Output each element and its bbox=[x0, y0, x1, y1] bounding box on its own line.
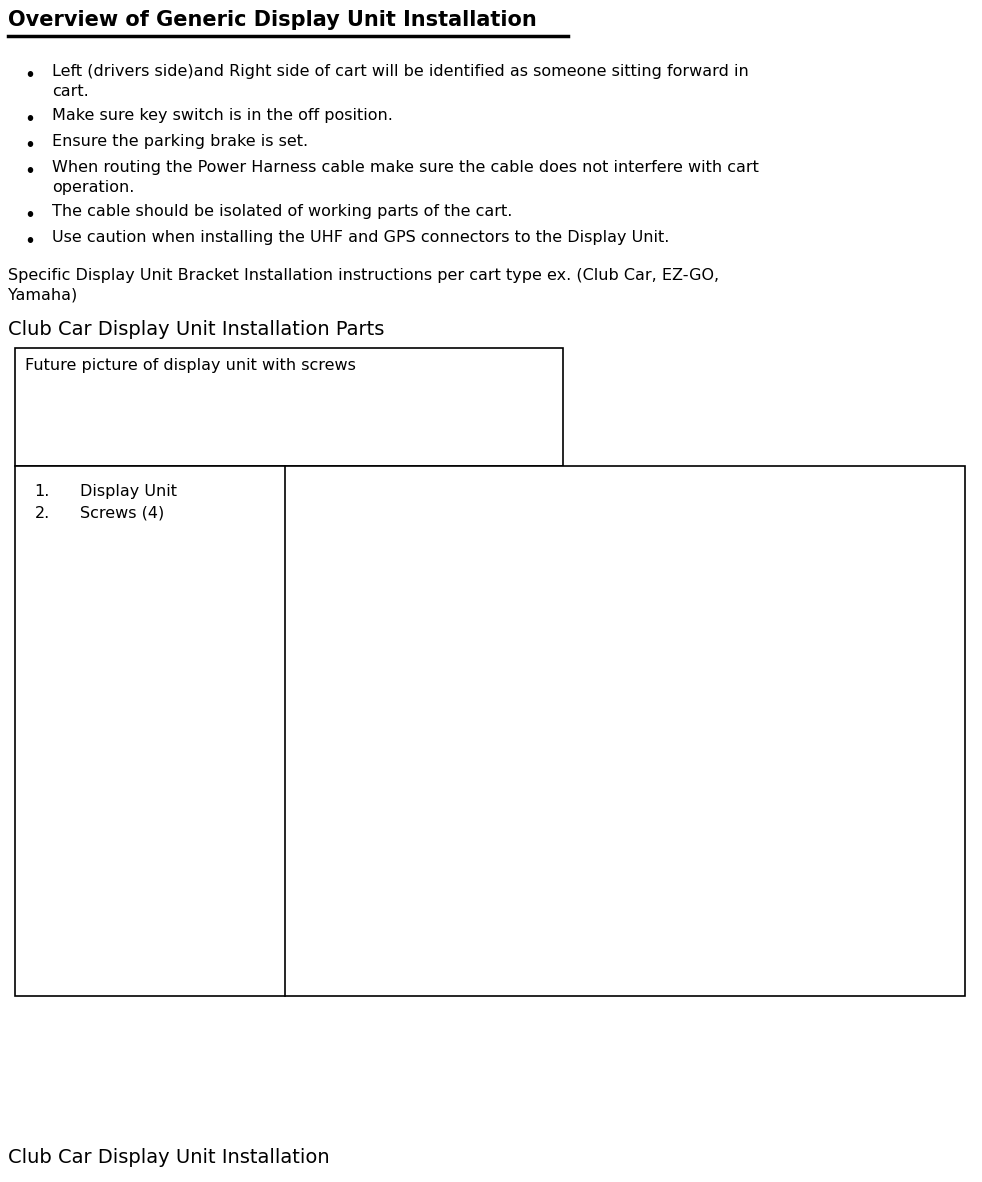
Text: •: • bbox=[25, 66, 35, 85]
Text: Display Unit: Display Unit bbox=[80, 483, 177, 499]
Text: Club Car Display Unit Installation: Club Car Display Unit Installation bbox=[8, 1148, 330, 1167]
Text: Use caution when installing the UHF and GPS connectors to the Display Unit.: Use caution when installing the UHF and … bbox=[52, 230, 670, 245]
Text: Make sure key switch is in the off position.: Make sure key switch is in the off posit… bbox=[52, 108, 393, 123]
Text: •: • bbox=[25, 206, 35, 225]
Text: Club Car Display Unit Installation Parts: Club Car Display Unit Installation Parts bbox=[8, 320, 384, 339]
Bar bbox=[15, 466, 965, 996]
Text: •: • bbox=[25, 136, 35, 155]
Text: Ensure the parking brake is set.: Ensure the parking brake is set. bbox=[52, 134, 308, 149]
Text: Overview of Generic Display Unit Installation: Overview of Generic Display Unit Install… bbox=[8, 9, 537, 30]
Text: •: • bbox=[25, 162, 35, 181]
Bar bbox=[15, 348, 563, 466]
Text: Screws (4): Screws (4) bbox=[80, 506, 164, 521]
Text: The cable should be isolated of working parts of the cart.: The cable should be isolated of working … bbox=[52, 204, 513, 219]
Text: Specific Display Unit Bracket Installation instructions per cart type ex. (Club : Specific Display Unit Bracket Installati… bbox=[8, 268, 719, 303]
Text: Left (drivers side)and Right side of cart will be identified as someone sitting : Left (drivers side)and Right side of car… bbox=[52, 64, 748, 99]
Text: 2.: 2. bbox=[34, 506, 50, 521]
Text: Future picture of display unit with screws: Future picture of display unit with scre… bbox=[25, 358, 355, 374]
Text: •: • bbox=[25, 232, 35, 251]
Text: 1.: 1. bbox=[34, 483, 50, 499]
Text: When routing the Power Harness cable make sure the cable does not interfere with: When routing the Power Harness cable mak… bbox=[52, 160, 759, 195]
Text: •: • bbox=[25, 110, 35, 129]
